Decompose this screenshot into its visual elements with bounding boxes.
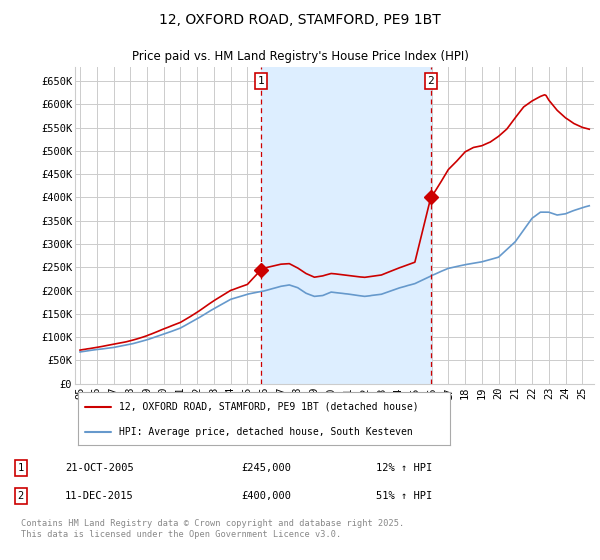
- Text: 12, OXFORD ROAD, STAMFORD, PE9 1BT: 12, OXFORD ROAD, STAMFORD, PE9 1BT: [159, 13, 441, 27]
- Text: 21-OCT-2005: 21-OCT-2005: [65, 463, 134, 473]
- Text: 2: 2: [17, 491, 24, 501]
- Text: £245,000: £245,000: [241, 463, 291, 473]
- Text: 11-DEC-2015: 11-DEC-2015: [65, 491, 134, 501]
- Text: 51% ↑ HPI: 51% ↑ HPI: [376, 491, 433, 501]
- Text: 2: 2: [427, 76, 434, 86]
- Text: 12, OXFORD ROAD, STAMFORD, PE9 1BT (detached house): 12, OXFORD ROAD, STAMFORD, PE9 1BT (deta…: [119, 402, 419, 412]
- Text: £400,000: £400,000: [241, 491, 291, 501]
- Text: Contains HM Land Registry data © Crown copyright and database right 2025.
This d: Contains HM Land Registry data © Crown c…: [21, 519, 404, 539]
- Text: HPI: Average price, detached house, South Kesteven: HPI: Average price, detached house, Sout…: [119, 427, 413, 437]
- Text: 12% ↑ HPI: 12% ↑ HPI: [376, 463, 433, 473]
- Text: 1: 1: [258, 76, 265, 86]
- Text: Price paid vs. HM Land Registry's House Price Index (HPI): Price paid vs. HM Land Registry's House …: [131, 50, 469, 63]
- Bar: [262, 67, 431, 384]
- Text: 1: 1: [17, 463, 24, 473]
